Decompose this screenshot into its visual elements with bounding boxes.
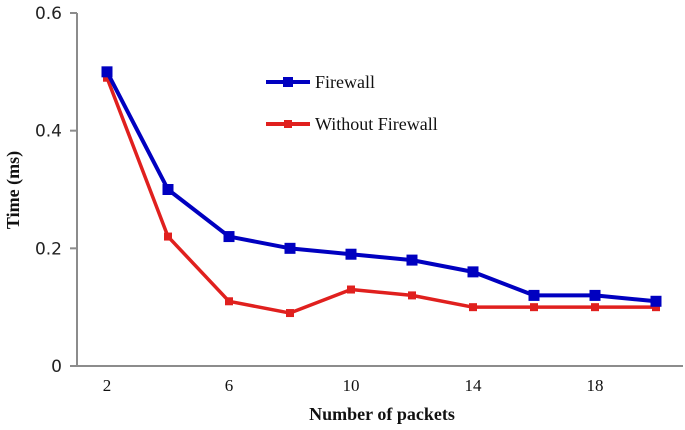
y-tick-label: 0: [51, 357, 62, 377]
data-point-marker: [406, 254, 418, 266]
y-tick-label: 0.4: [35, 122, 62, 142]
series-without-firewall: [103, 73, 660, 318]
y-axis-ticks: 0 0.2 0.4 0.6: [35, 4, 77, 377]
data-point-marker: [164, 232, 172, 241]
x-tick-label: 2: [103, 376, 112, 395]
series-line: [105, 77, 656, 315]
data-point-marker: [469, 303, 477, 312]
series-firewall: [101, 66, 662, 307]
series-layer: [101, 66, 662, 318]
legend-label-without-firewall: Without Firewall: [315, 114, 438, 134]
data-point-marker: [101, 66, 113, 78]
y-axis-title: Time (ms): [3, 151, 24, 229]
data-point-marker: [286, 309, 294, 318]
data-point-marker: [589, 289, 601, 301]
data-point-marker: [103, 73, 111, 82]
legend-label-firewall: Firewall: [315, 72, 375, 92]
data-point-marker: [345, 248, 357, 260]
data-point-marker: [225, 297, 233, 306]
y-tick-label: 0.2: [35, 239, 62, 259]
data-point-marker: [223, 231, 235, 243]
data-point-marker: [408, 291, 416, 300]
x-tick-label: 6: [225, 376, 234, 395]
data-point-marker: [530, 303, 538, 312]
data-point-marker: [652, 303, 660, 312]
x-tick-label: 18: [587, 376, 604, 395]
x-tick-label: 14: [465, 376, 483, 395]
data-point-marker: [162, 184, 174, 195]
legend: Firewall Without Firewall: [266, 72, 438, 134]
y-tick-label: 0.6: [35, 4, 62, 24]
data-point-marker: [591, 303, 599, 312]
x-axis-tick-labels: 2 6 10 14 18: [103, 376, 604, 395]
x-axis-title: Number of packets: [309, 404, 455, 424]
legend-item-without-firewall: Without Firewall: [266, 114, 438, 134]
data-point-marker: [347, 285, 355, 294]
x-tick-label: 10: [343, 376, 360, 395]
data-point-marker: [467, 266, 479, 278]
data-point-marker: [650, 295, 662, 307]
data-point-marker: [284, 242, 296, 254]
legend-item-firewall: Firewall: [266, 72, 375, 92]
data-point-marker: [528, 289, 540, 301]
square-marker-icon: [283, 77, 293, 87]
series-line: [105, 70, 657, 304]
square-marker-icon: [284, 120, 292, 128]
